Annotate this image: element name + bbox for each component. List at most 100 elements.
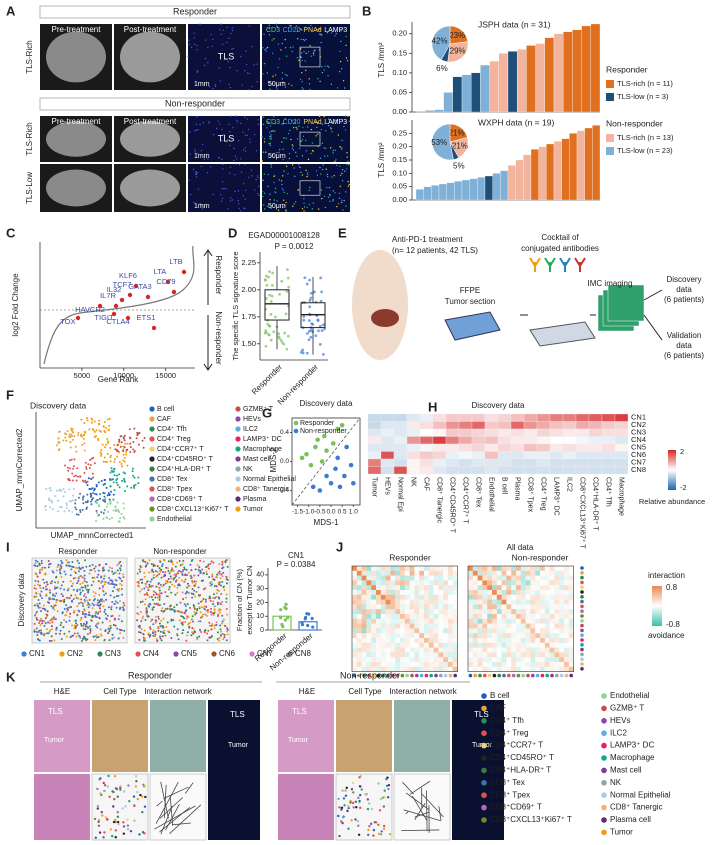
heatmap-cell: [428, 666, 434, 672]
heatmap-cell: [501, 575, 507, 581]
if-dot: [346, 59, 349, 62]
cn-dot: [473, 673, 478, 678]
umap-dot: [48, 497, 51, 500]
cell-dot: [33, 587, 36, 590]
heatmap-cell: [376, 604, 381, 610]
cell-dot: [118, 572, 121, 575]
cell-dot: [40, 590, 43, 593]
cell-dot: [153, 602, 156, 605]
legend-dot: [481, 755, 487, 761]
cell-dot: [81, 566, 84, 569]
heatmap-cell: [496, 599, 502, 605]
gene-point: [165, 279, 171, 285]
cell-dot: [105, 563, 108, 566]
if-dot: [329, 200, 331, 203]
heatmap-cell: [564, 570, 569, 576]
heatmap-cell: [523, 428, 538, 437]
heatmap-cell: [516, 609, 521, 614]
point: [333, 466, 338, 472]
cell-dot: [170, 577, 173, 580]
heatmap-cell: [367, 436, 382, 445]
legend-dot: [293, 428, 299, 434]
if-dot: [253, 189, 256, 191]
heatmap-cell: [380, 585, 386, 590]
cell-dot: [179, 601, 182, 604]
heatmap-cell: [549, 570, 555, 576]
if-dot: [195, 176, 198, 178]
if-dot: [335, 119, 337, 122]
cell-dot: [112, 572, 115, 575]
cell-dot: [195, 580, 198, 583]
heatmap-cell: [468, 618, 473, 624]
heatmap-cell: [404, 580, 410, 586]
cell-dot: [73, 624, 76, 627]
jitter-point: [267, 275, 271, 279]
umap-dot: [83, 471, 86, 474]
heatmap-cell: [564, 619, 569, 624]
heatmap-cell: [520, 662, 526, 667]
cell-dot: [81, 613, 84, 616]
umap-dot: [95, 509, 98, 512]
umap-dot: [66, 466, 69, 469]
legend-dot: [97, 651, 103, 657]
if-dot: [313, 50, 315, 52]
jitter-point: [269, 313, 273, 316]
cell-dot: [198, 566, 201, 569]
cell-dot: [65, 635, 68, 638]
heatmap-cell: [434, 609, 439, 614]
if-dot: [300, 52, 303, 54]
if-dot: [219, 28, 221, 31]
cell-dot: [213, 578, 216, 581]
if-dot: [188, 179, 191, 182]
heatmap-cell: [393, 458, 408, 467]
heatmap-cell: [496, 662, 502, 667]
cell-dot: [89, 629, 92, 632]
cell-dot: [55, 632, 58, 635]
bar: [572, 29, 582, 113]
network-image: [394, 700, 450, 772]
heatmap-cell: [549, 575, 555, 581]
heatmap-cell: [419, 580, 424, 586]
heatmap-cell: [448, 666, 453, 672]
cn-dot: [540, 673, 545, 678]
cell-dot: [158, 592, 161, 595]
heatmap-cell: [404, 585, 410, 590]
cell-dot: [218, 583, 221, 586]
cell-dot: [212, 561, 215, 564]
heatmap-cell: [536, 443, 551, 452]
legend-label: Macrophage: [243, 446, 282, 453]
legend-label: Plasma cell: [610, 815, 651, 824]
heatmap-cell: [545, 566, 550, 571]
heatmap-cell: [443, 662, 448, 667]
heatmap-cell: [487, 594, 492, 600]
heatmap-cell: [395, 662, 400, 667]
heatmap-cell: [536, 436, 551, 445]
cell-dot: [167, 630, 170, 633]
cell-dot: [141, 617, 144, 620]
cell-dot: [108, 639, 111, 642]
heatmap-cell: [487, 570, 492, 576]
umap-dot: [95, 429, 98, 432]
heatmap-cell: [452, 575, 458, 581]
cell-dot: [120, 580, 123, 583]
cell-dot: [82, 604, 85, 607]
cell-dot: [176, 634, 179, 637]
cell-dot: [37, 604, 40, 607]
heatmap-cell: [487, 604, 492, 610]
diagram-text: conjugated antibodies: [521, 244, 599, 253]
if-dot: [265, 47, 268, 50]
cell-dot: [75, 622, 78, 625]
bar: [530, 149, 539, 201]
cell-dot: [225, 639, 228, 642]
cell-dot: [198, 635, 201, 638]
heatmap-cell: [400, 662, 405, 667]
heatmap-cell: [501, 666, 507, 672]
if-dot: [301, 174, 304, 176]
heatmap-cell: [588, 451, 603, 460]
cell-dot: [80, 598, 83, 601]
cell-dot: [155, 602, 158, 605]
cn-dot: [580, 633, 584, 637]
if-dot: [281, 183, 283, 186]
cell-dot: [109, 828, 112, 831]
heatmap-cell: [471, 458, 486, 467]
